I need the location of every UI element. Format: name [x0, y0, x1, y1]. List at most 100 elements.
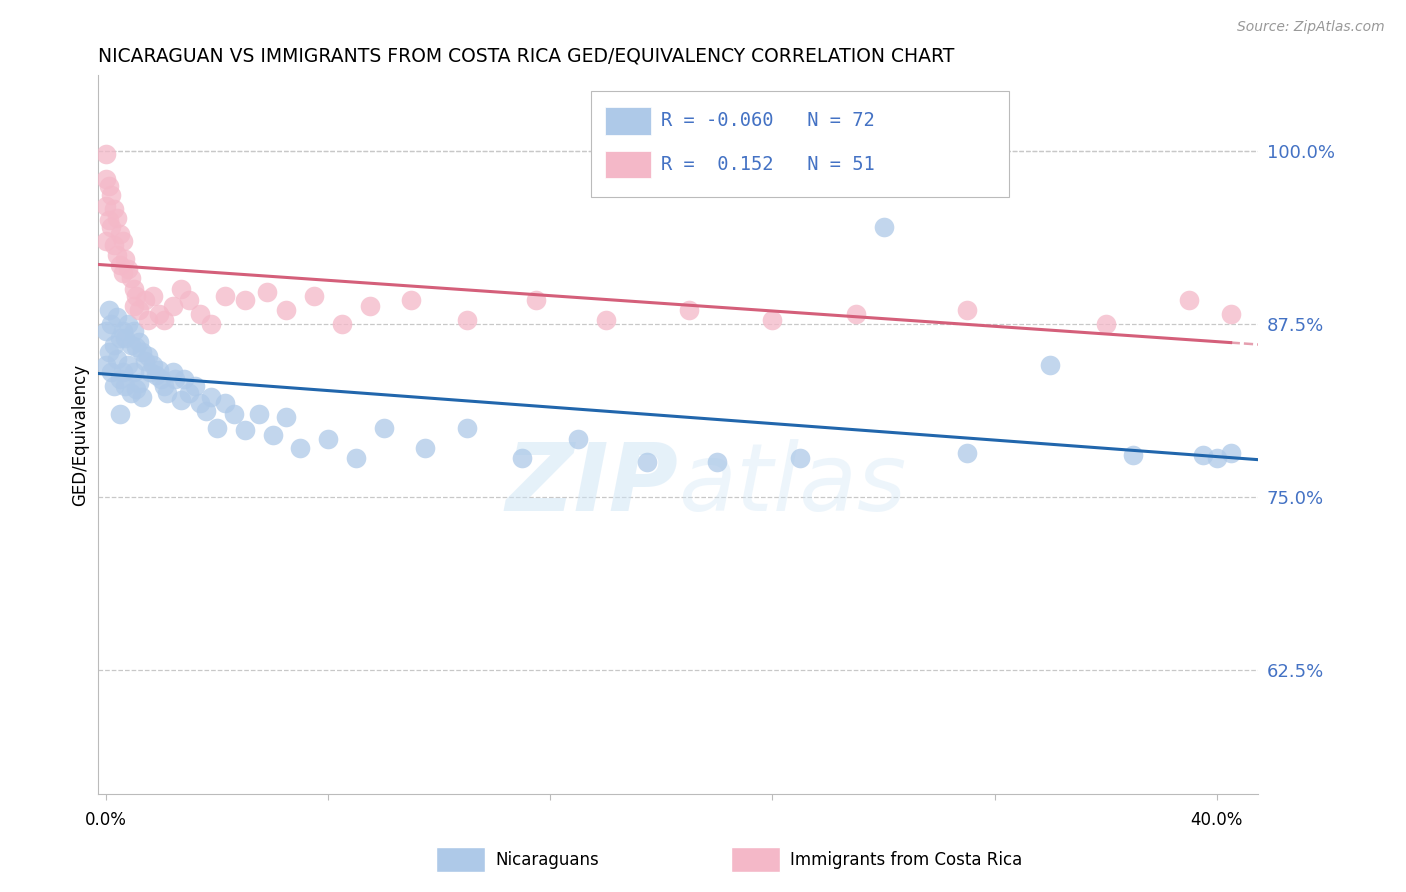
Point: [153, 313, 176, 327]
Point: [150, 372, 173, 386]
Point: [256, 285, 278, 300]
Point: [214, 289, 236, 303]
Point: [97, 178, 120, 193]
FancyBboxPatch shape: [605, 107, 651, 135]
Text: R = -0.060   N = 72: R = -0.060 N = 72: [661, 111, 875, 130]
Point: [105, 351, 128, 366]
FancyBboxPatch shape: [605, 151, 651, 178]
Point: [233, 424, 256, 438]
Point: [1219, 445, 1241, 459]
Point: [276, 303, 298, 318]
Text: Immigrants from Costa Rica: Immigrants from Costa Rica: [790, 851, 1022, 869]
Point: [956, 445, 979, 459]
Point: [1094, 317, 1116, 331]
Point: [108, 407, 131, 421]
Point: [139, 365, 162, 379]
Point: [761, 313, 783, 327]
Point: [595, 313, 617, 327]
Point: [94, 171, 117, 186]
Text: Source: ZipAtlas.com: Source: ZipAtlas.com: [1237, 20, 1385, 34]
Point: [114, 379, 136, 393]
Point: [134, 354, 156, 368]
Point: [179, 386, 201, 401]
Point: [142, 359, 165, 373]
Point: [131, 390, 153, 404]
Point: [94, 359, 117, 373]
Point: [1192, 448, 1215, 462]
Point: [120, 271, 142, 285]
Point: [1205, 451, 1227, 466]
Point: [222, 407, 245, 421]
Point: [120, 337, 142, 351]
Point: [789, 451, 811, 466]
Point: [134, 293, 156, 308]
Point: [108, 331, 131, 345]
Point: [156, 386, 179, 401]
Text: Nicaraguans: Nicaraguans: [495, 851, 599, 869]
Point: [103, 337, 125, 351]
Point: [706, 455, 728, 469]
Point: [173, 372, 195, 386]
Point: [845, 307, 868, 321]
Point: [94, 199, 117, 213]
Point: [567, 432, 589, 446]
Point: [108, 227, 131, 241]
Point: [413, 442, 436, 456]
Point: [276, 409, 298, 424]
Point: [956, 303, 979, 318]
Point: [153, 379, 176, 393]
Point: [316, 432, 339, 446]
Point: [678, 303, 700, 318]
FancyBboxPatch shape: [591, 91, 1010, 197]
Point: [97, 303, 120, 318]
Point: [170, 282, 193, 296]
Point: [373, 420, 395, 434]
Text: 40.0%: 40.0%: [1191, 811, 1243, 829]
Point: [188, 307, 211, 321]
Point: [200, 390, 222, 404]
Point: [512, 451, 534, 466]
Point: [114, 331, 136, 345]
Point: [359, 299, 381, 313]
Point: [205, 420, 228, 434]
Text: ZIP: ZIP: [505, 439, 678, 531]
Point: [136, 349, 159, 363]
Point: [97, 213, 120, 227]
Point: [872, 220, 894, 235]
Point: [170, 392, 193, 407]
Point: [94, 147, 117, 161]
Point: [247, 407, 270, 421]
Point: [105, 310, 128, 324]
Point: [290, 442, 312, 456]
Point: [142, 289, 165, 303]
Point: [262, 427, 284, 442]
Point: [117, 261, 139, 276]
Point: [125, 341, 148, 355]
Point: [1178, 293, 1201, 308]
Point: [125, 289, 148, 303]
Point: [111, 365, 134, 379]
Point: [122, 324, 145, 338]
Point: [148, 362, 170, 376]
Point: [162, 299, 184, 313]
Point: [117, 317, 139, 331]
Point: [188, 396, 211, 410]
Point: [214, 396, 236, 410]
Point: [100, 317, 122, 331]
Point: [194, 404, 217, 418]
Point: [105, 211, 128, 225]
Point: [125, 382, 148, 396]
Text: atlas: atlas: [678, 440, 907, 531]
Point: [103, 238, 125, 252]
Point: [103, 379, 125, 393]
Point: [128, 303, 150, 318]
Point: [108, 372, 131, 386]
Point: [344, 451, 367, 466]
Text: NICARAGUAN VS IMMIGRANTS FROM COSTA RICA GED/EQUIVALENCY CORRELATION CHART: NICARAGUAN VS IMMIGRANTS FROM COSTA RICA…: [97, 46, 953, 65]
Point: [100, 188, 122, 202]
Point: [100, 220, 122, 235]
Point: [1219, 307, 1241, 321]
Point: [122, 282, 145, 296]
Point: [103, 202, 125, 217]
Point: [120, 386, 142, 401]
